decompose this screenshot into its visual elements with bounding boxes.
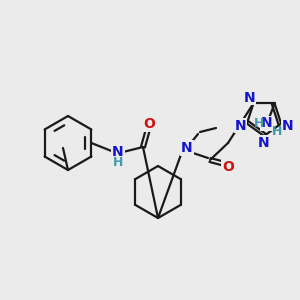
Text: N: N [112,145,124,159]
Text: H: H [254,117,264,130]
Text: N: N [244,91,255,105]
Text: O: O [143,117,155,131]
Text: N: N [261,116,272,130]
Text: O: O [222,160,234,174]
Text: H: H [113,157,123,169]
Text: N: N [282,119,294,133]
Text: N: N [181,141,193,155]
Text: N: N [258,136,270,150]
Text: H: H [272,125,282,138]
Text: N: N [234,119,246,133]
